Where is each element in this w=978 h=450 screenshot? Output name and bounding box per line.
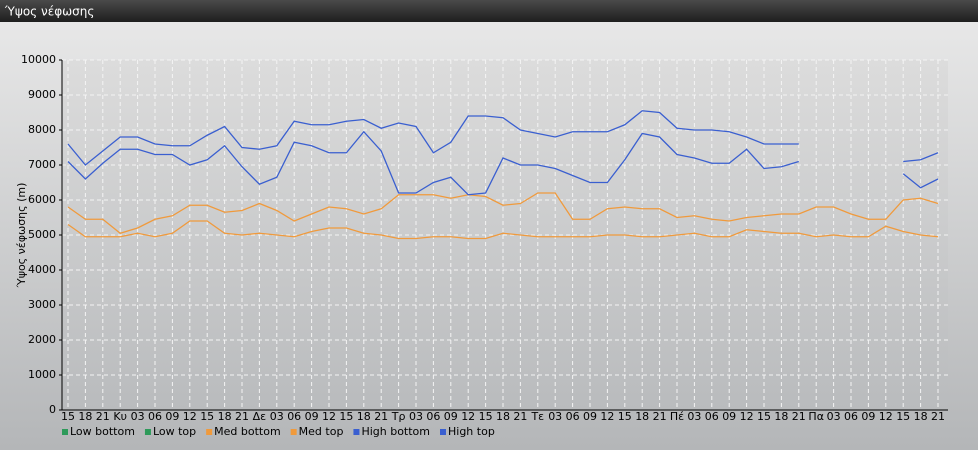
x-tick-label: 09 <box>165 410 179 423</box>
x-tick-label: 15 <box>757 410 771 423</box>
x-tick-label: 09 <box>305 410 319 423</box>
series-line <box>67 220 939 240</box>
window-title: Ύψος νέφωσης <box>4 5 94 19</box>
x-tick-label: 03 <box>548 410 562 423</box>
x-tick-label: 09 <box>444 410 458 423</box>
legend-marker <box>353 429 360 435</box>
x-tick-label: 12 <box>740 410 754 423</box>
x-tick-label: 09 <box>722 410 736 423</box>
x-tick-label: 06 <box>566 410 580 423</box>
x-tick-label: 21 <box>792 410 806 423</box>
x-tick-label: 18 <box>357 410 371 423</box>
y-tick-label: 7000 <box>28 158 56 171</box>
x-tick-label: 06 <box>287 410 301 423</box>
series-line <box>67 130 939 196</box>
x-tick-label: 12 <box>600 410 614 423</box>
x-tick-label: 06 <box>148 410 162 423</box>
y-tick-label: 4000 <box>28 263 56 276</box>
x-tick-label: 06 <box>705 410 719 423</box>
y-tick-label: 0 <box>49 403 56 416</box>
x-tick-label: Δε <box>253 410 267 423</box>
y-tick-label: 10000 <box>21 53 56 66</box>
y-tick-label: 1000 <box>28 368 56 381</box>
x-tick-label: 18 <box>78 410 92 423</box>
y-tick-label: 3000 <box>28 298 56 311</box>
x-tick-label: 15 <box>896 410 910 423</box>
x-tick-label: 06 <box>426 410 440 423</box>
x-tick-label: 21 <box>653 410 667 423</box>
x-tick-label: Πα <box>808 410 824 423</box>
x-tick-label: 03 <box>270 410 284 423</box>
x-tick-label: 03 <box>827 410 841 423</box>
y-tick-label: 6000 <box>28 193 56 206</box>
x-tick-label: 12 <box>879 410 893 423</box>
x-tick-label: 18 <box>635 410 649 423</box>
x-tick-label: 09 <box>861 410 875 423</box>
legend-marker <box>440 429 446 435</box>
x-tick-label: Πέ <box>670 410 684 423</box>
x-tick-label: 03 <box>687 410 701 423</box>
y-tick-label: 5000 <box>28 228 56 241</box>
x-tick-label: 03 <box>409 410 423 423</box>
x-tick-label: 15 <box>339 410 353 423</box>
x-tick-label: 21 <box>96 410 110 423</box>
legend-label: Low top <box>153 425 196 438</box>
x-tick-label: 15 <box>61 410 75 423</box>
series-line <box>67 192 939 234</box>
x-tick-label: 06 <box>844 410 858 423</box>
x-tick-label: 15 <box>200 410 214 423</box>
x-tick-label: 12 <box>322 410 336 423</box>
x-tick-label: 15 <box>479 410 493 423</box>
legend-label: Med top <box>299 425 344 438</box>
x-tick-label: 12 <box>461 410 475 423</box>
x-tick-label: Κυ <box>113 410 127 423</box>
x-tick-label: 18 <box>496 410 510 423</box>
legend-marker <box>144 429 151 435</box>
title-bar <box>0 0 978 22</box>
x-tick-label: Τρ <box>391 410 406 423</box>
legend-label: Low bottom <box>70 425 135 438</box>
y-tick-label: 9000 <box>28 88 56 101</box>
x-tick-label: 21 <box>513 410 527 423</box>
series-line <box>67 110 939 166</box>
legend-label: High top <box>448 425 495 438</box>
legend-marker <box>62 429 68 435</box>
legend-label: High bottom <box>361 425 430 438</box>
x-tick-label: 09 <box>583 410 597 423</box>
x-tick-label: 18 <box>774 410 788 423</box>
y-axis-label: Ύψος νέφωσης (m) <box>15 183 28 289</box>
x-tick-label: 18 <box>914 410 928 423</box>
x-tick-label: 21 <box>235 410 249 423</box>
x-tick-label: 12 <box>183 410 197 423</box>
y-tick-label: 2000 <box>28 333 56 346</box>
legend-marker <box>206 429 213 435</box>
x-tick-label: Τε <box>530 410 544 423</box>
x-tick-label: 21 <box>374 410 388 423</box>
y-tick-label: 8000 <box>28 123 56 136</box>
x-tick-label: 18 <box>218 410 232 423</box>
x-tick-label: 03 <box>131 410 145 423</box>
x-tick-label: 15 <box>618 410 632 423</box>
legend-label: Med bottom <box>214 425 281 438</box>
x-tick-label: 21 <box>931 410 945 423</box>
legend-marker <box>290 429 297 435</box>
